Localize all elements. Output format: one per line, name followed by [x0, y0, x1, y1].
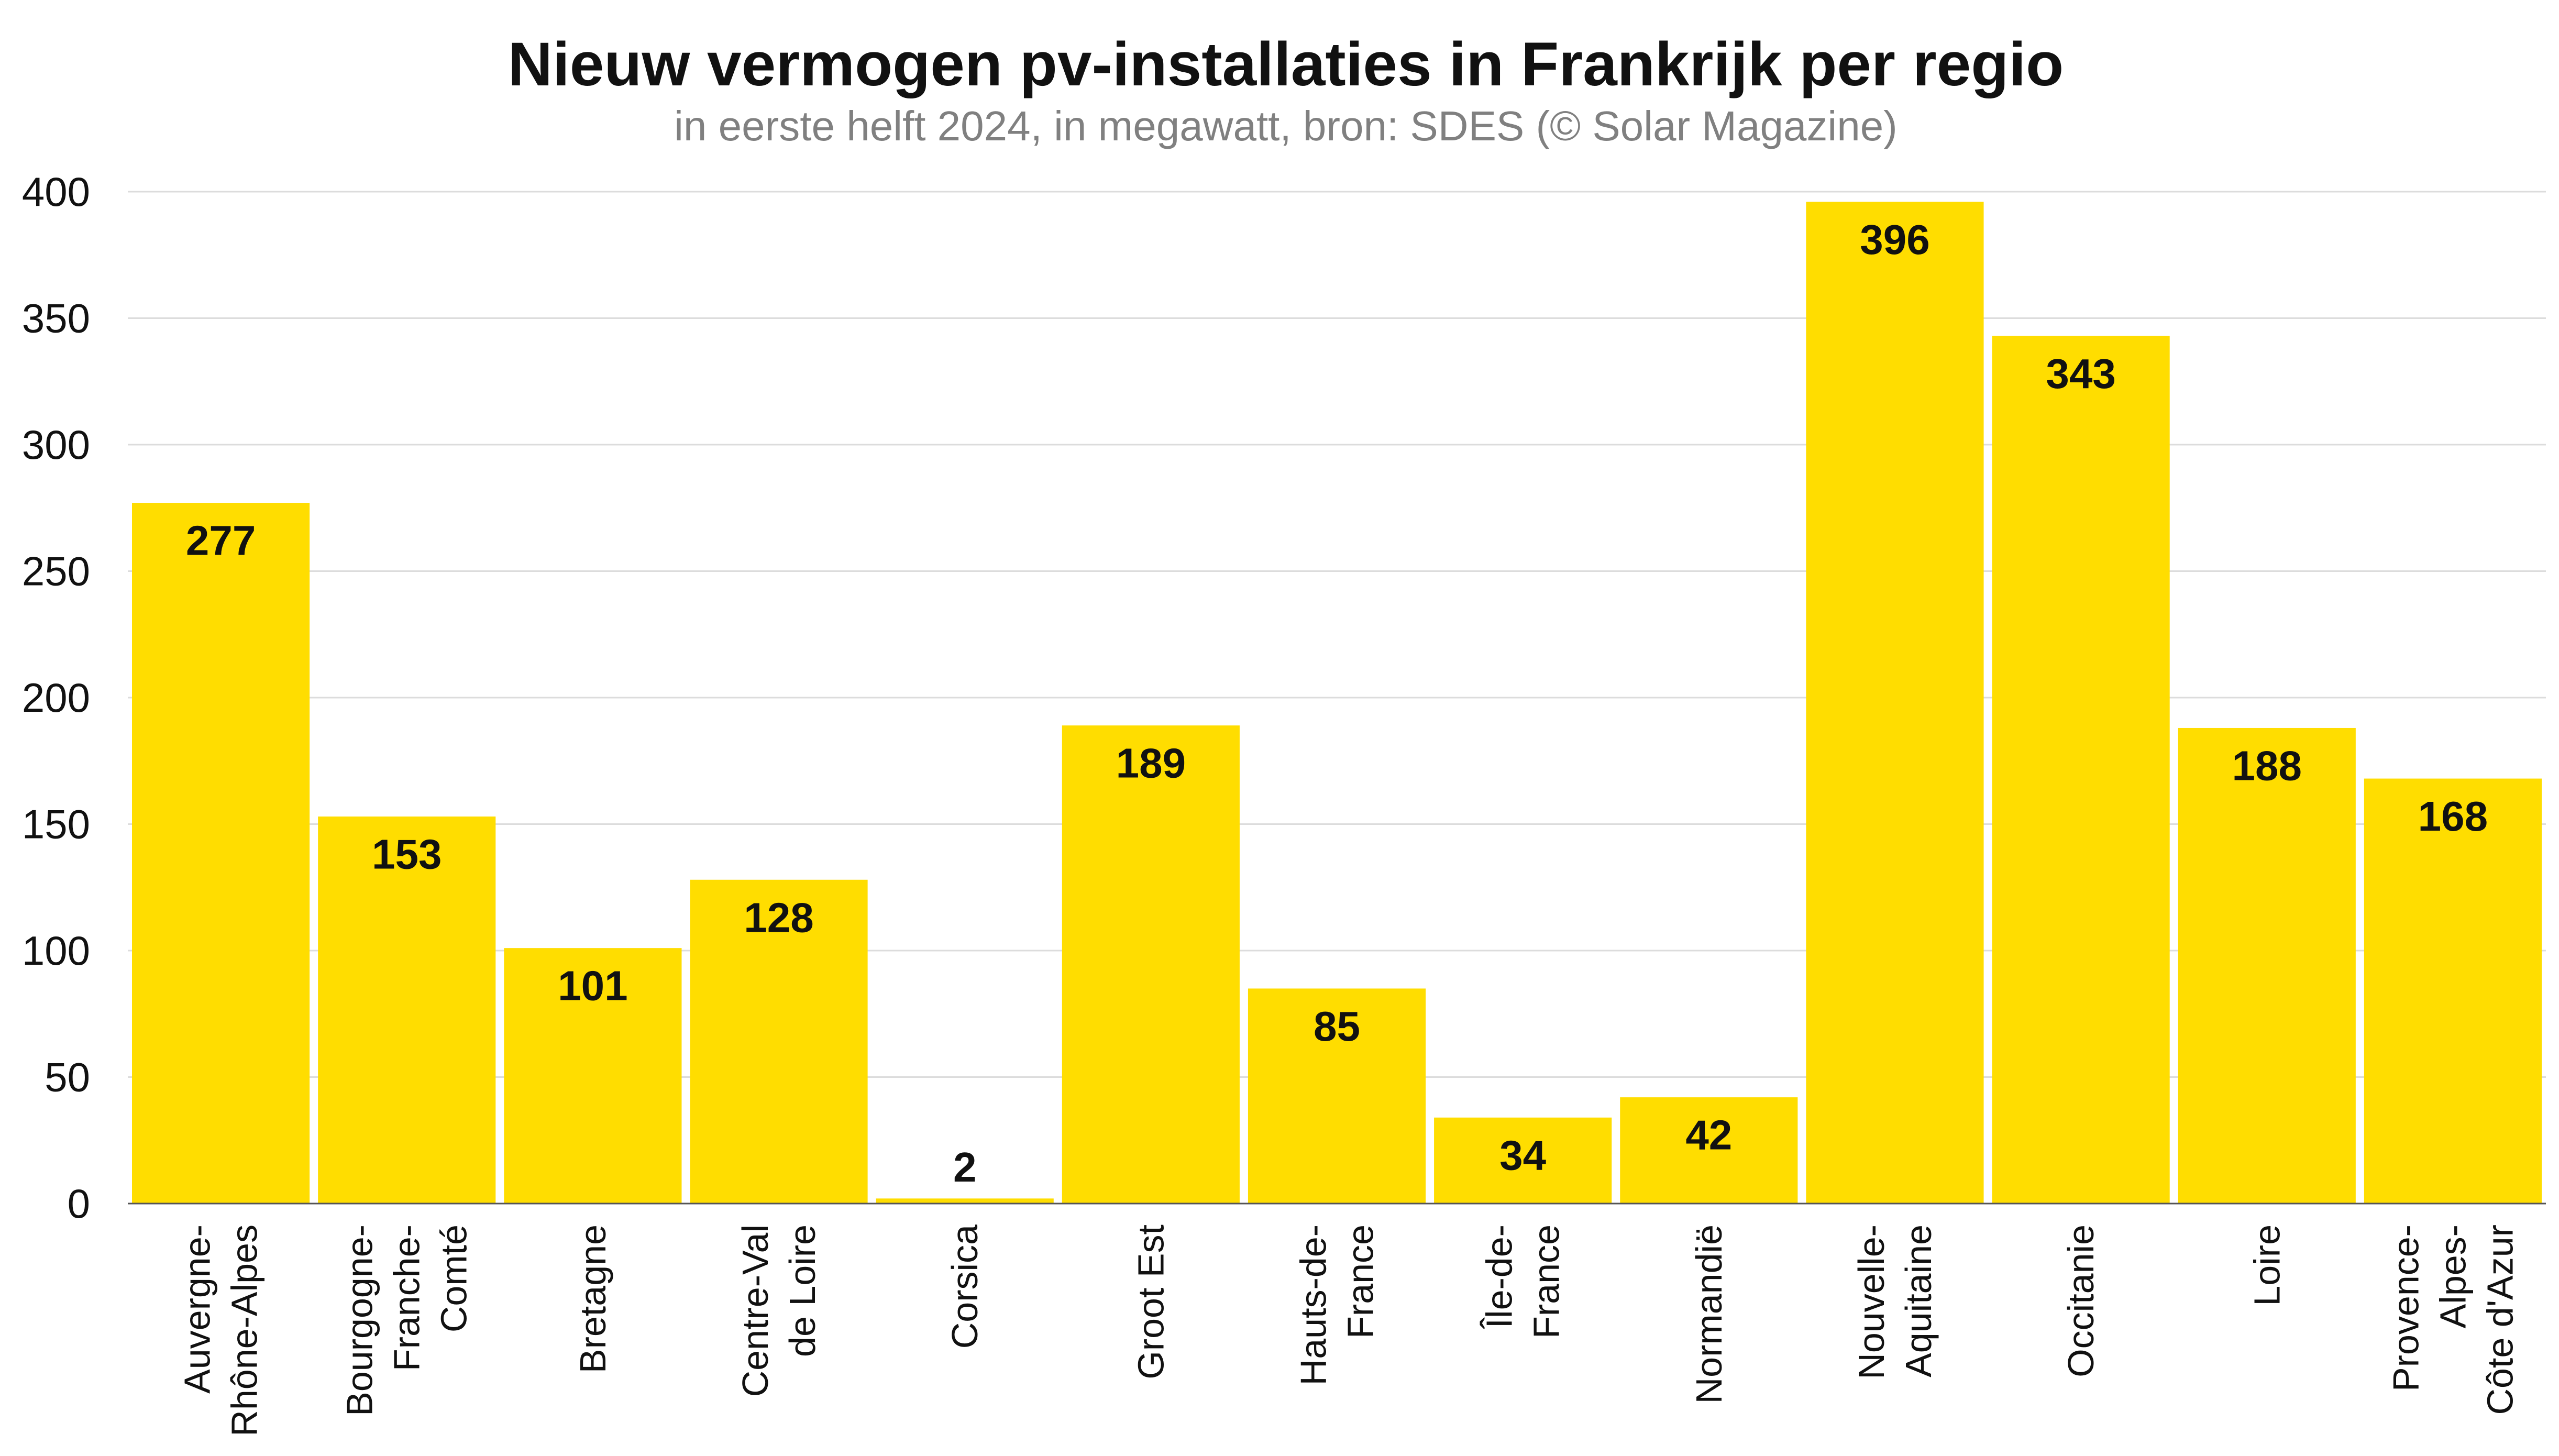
x-tick-label-line: Occitanie: [2060, 1225, 2101, 1377]
bar-groot-est: [1062, 725, 1240, 1204]
bar-bretagne: [504, 948, 682, 1204]
x-axis: Auvergne- Rhône-Alpes Bourgogne- Franche- Co…: [177, 1225, 2521, 1437]
value-label-groot-est: 189: [1116, 740, 1186, 787]
y-tick-label-200: 200: [22, 675, 90, 721]
x-tick-label-line: Corsica: [944, 1225, 985, 1349]
y-tick-label-400: 400: [22, 169, 90, 215]
x-tick-label-line: Groot Est: [1130, 1225, 1171, 1380]
x-tick-label-bourgogne-franche-comte: Bourgogne- Franche- Comté: [339, 1225, 475, 1416]
x-tick-label-line: Alpes-: [2432, 1225, 2473, 1328]
bar-auvergne-rhone-alpes: [132, 503, 310, 1204]
x-tick-label-occitanie: Occitanie: [2060, 1225, 2101, 1377]
bar-occitanie: [1992, 336, 2170, 1204]
x-tick-label-line: Hauts-de-: [1293, 1225, 1334, 1385]
value-label-corsica: 2: [953, 1144, 977, 1190]
value-label-centre-val-de-loire: 128: [744, 894, 813, 941]
x-tick-label-line: Côte d'Azur: [2479, 1225, 2520, 1415]
x-tick-label-line: de Loire: [782, 1225, 823, 1357]
x-tick-label-line: France: [1526, 1225, 1567, 1339]
x-tick-label-provence-alpes-cote-d-azur: Provence- Alpes- Côte d'Azur: [2385, 1225, 2520, 1415]
x-tick-label-line: Nouvelle-: [1851, 1225, 1892, 1380]
x-tick-label-line: Franche-: [387, 1225, 427, 1371]
x-tick-label-line: Loire: [2246, 1225, 2287, 1306]
chart-subtitle: in eerste helft 2024, in megawatt, bron:…: [674, 103, 1898, 149]
value-label-bretagne: 101: [558, 963, 627, 1009]
x-tick-label-line: Auvergne-: [177, 1225, 218, 1394]
x-tick-label-line: Normandië: [1689, 1225, 1729, 1404]
x-tick-label-line: France: [1340, 1225, 1381, 1339]
bar-ile-de-france: [1434, 1117, 1612, 1204]
bar-nouvelle-aquitaine: [1806, 202, 1984, 1204]
x-tick-label-line: Bretagne: [572, 1225, 613, 1373]
x-tick-label-line: Comté: [434, 1225, 475, 1332]
value-label-provence-alpes-cote-d-azur: 168: [2418, 793, 2488, 840]
x-tick-label-auvergne-rhone-alpes: Auvergne- Rhône-Alpes: [177, 1225, 265, 1437]
value-labels: 277 153 101 128 2 189 85 34 42 396 343 188 168: [186, 216, 2488, 1190]
bars: [132, 202, 2542, 1204]
x-tick-label-line: Centre-Val: [735, 1225, 776, 1397]
x-tick-label-loire: Loire: [2246, 1225, 2287, 1306]
x-tick-label-centre-val-de-loire: Centre-Val de Loire: [735, 1225, 823, 1397]
bar-bourgogne-franche-comte: [318, 817, 496, 1204]
x-tick-label-groot-est: Groot Est: [1130, 1225, 1171, 1380]
value-label-normandie: 42: [1685, 1112, 1732, 1159]
y-tick-label-300: 300: [22, 422, 90, 468]
x-tick-label-nouvelle-aquitaine: Nouvelle- Aquitaine: [1851, 1225, 1939, 1380]
y-tick-label-50: 50: [45, 1054, 90, 1100]
bar-provence-alpes-cote-d-azur: [2364, 778, 2542, 1204]
value-label-auvergne-rhone-alpes: 277: [186, 517, 256, 564]
chart-title: Nieuw vermogen pv-installaties in Frankr…: [508, 30, 2064, 99]
value-label-loire: 188: [2232, 742, 2302, 789]
x-tick-label-line: Bourgogne-: [339, 1225, 380, 1416]
x-tick-label-corsica: Corsica: [944, 1225, 985, 1349]
y-tick-label-350: 350: [22, 295, 90, 341]
bar-centre-val-de-loire: [690, 879, 868, 1204]
x-tick-label-hauts-de-france: Hauts-de- France: [1293, 1225, 1381, 1385]
y-tick-label-0: 0: [68, 1181, 90, 1227]
x-tick-label-line: Aquitaine: [1898, 1225, 1939, 1377]
value-label-bourgogne-franche-comte: 153: [372, 831, 442, 878]
value-label-ile-de-france: 34: [1499, 1132, 1546, 1178]
x-tick-label-normandie: Normandië: [1689, 1225, 1729, 1404]
x-tick-label-line: Île-de-: [1479, 1225, 1520, 1329]
y-axis: 0 50 100 150 200 250 300 350 400: [22, 169, 90, 1227]
bar-normandie: [1620, 1097, 1798, 1204]
y-tick-label-250: 250: [22, 548, 90, 594]
bar-loire: [2178, 727, 2356, 1204]
x-tick-label-ile-de-france: Île-de- France: [1479, 1225, 1567, 1339]
value-label-nouvelle-aquitaine: 396: [1860, 216, 1929, 263]
x-tick-label-line: Provence-: [2385, 1225, 2426, 1392]
y-tick-label-100: 100: [22, 928, 90, 974]
value-label-occitanie: 343: [2046, 350, 2115, 397]
bar-corsica: [876, 1198, 1054, 1204]
bar-hauts-de-france: [1248, 988, 1426, 1204]
y-tick-label-150: 150: [22, 801, 90, 847]
value-label-hauts-de-france: 85: [1314, 1003, 1360, 1050]
x-tick-label-line: Rhône-Alpes: [224, 1225, 265, 1437]
x-tick-label-bretagne: Bretagne: [572, 1225, 613, 1373]
